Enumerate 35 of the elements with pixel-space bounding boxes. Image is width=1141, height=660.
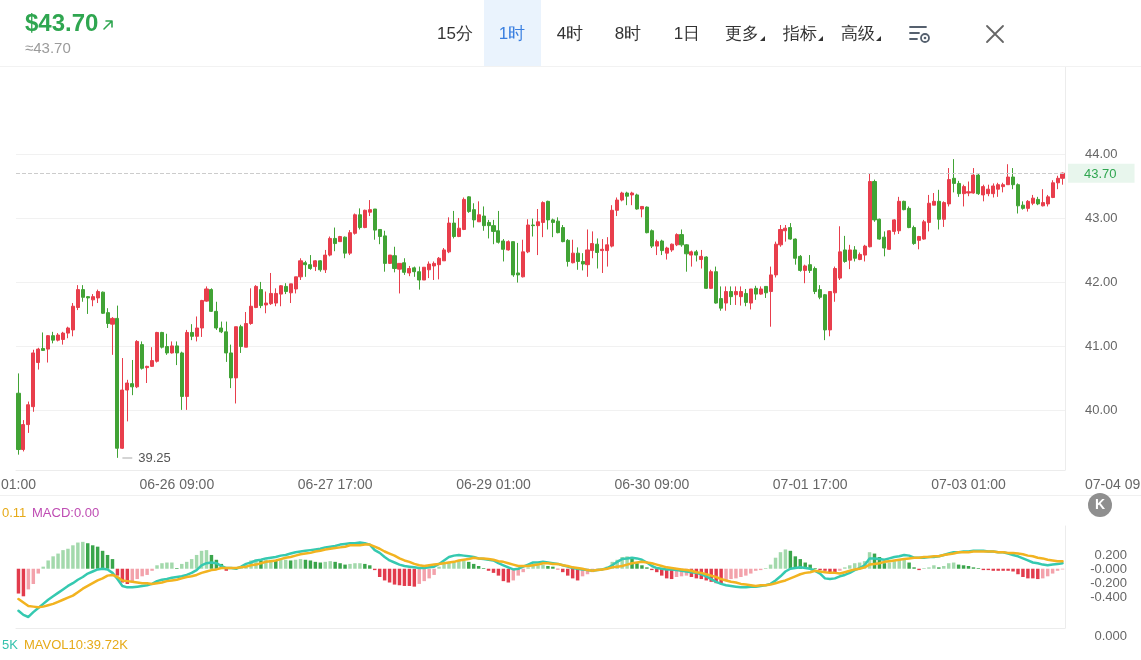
y-tick-label: 41.00 bbox=[1085, 338, 1118, 354]
y-tick-label: -0.000 bbox=[1090, 561, 1127, 577]
x-tick-label: 06-30 09:00 bbox=[614, 476, 690, 492]
text: 1时 bbox=[498, 24, 526, 44]
y-tick-label: 44.00 bbox=[1085, 146, 1118, 162]
x-tick-label: 06-26 09:00 bbox=[139, 476, 215, 492]
text: MAVOL10:39.72K bbox=[24, 637, 128, 653]
text: 1日 bbox=[673, 24, 701, 44]
text: 0.11 bbox=[2, 505, 27, 521]
y-tick-label: 42.00 bbox=[1085, 274, 1118, 290]
text: 07-04 09 bbox=[1085, 476, 1141, 493]
text: 8时 bbox=[614, 24, 642, 44]
text: ≈43.70 bbox=[25, 39, 71, 57]
x-tick-label: 07-03 01:00 bbox=[931, 476, 1007, 492]
y-tick-label: 0.200 bbox=[1094, 547, 1127, 563]
text: $43.70 bbox=[25, 9, 99, 37]
text: 更多 bbox=[725, 24, 759, 44]
x-tick-label: 07-01 17:00 bbox=[772, 476, 848, 492]
x-tick-label: 06-29 01:00 bbox=[456, 476, 532, 492]
text: 4时 bbox=[556, 24, 584, 44]
y-tick-label: 43.00 bbox=[1085, 210, 1118, 226]
y-tick-label: -0.400 bbox=[1090, 588, 1127, 604]
y-tick-label: 40.00 bbox=[1085, 402, 1118, 418]
x-tick-label: 01:00 bbox=[0, 476, 37, 492]
text: 高级 bbox=[841, 24, 875, 44]
text: 指标 bbox=[783, 24, 817, 44]
y-tick-label: -0.200 bbox=[1090, 575, 1127, 591]
text: 0.000 bbox=[1094, 628, 1127, 644]
ref-line-label: 43.70 bbox=[1084, 165, 1117, 181]
text: K bbox=[1094, 496, 1106, 513]
text: 5K bbox=[2, 637, 18, 653]
text: MACD:0.00 bbox=[32, 505, 100, 521]
annotation: 39.25 bbox=[138, 450, 171, 466]
text: 15分 bbox=[437, 24, 473, 44]
x-tick-label: 06-27 17:00 bbox=[297, 476, 373, 492]
